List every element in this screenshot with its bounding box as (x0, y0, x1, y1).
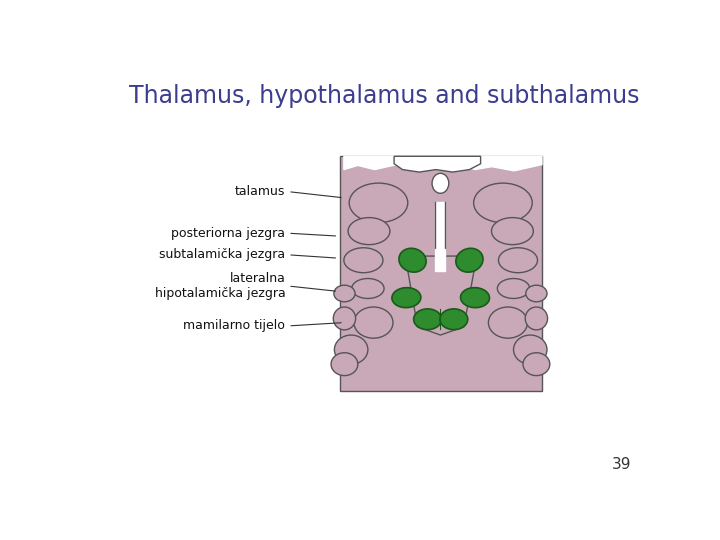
Ellipse shape (526, 285, 547, 302)
Ellipse shape (456, 248, 483, 272)
Text: mamilarno tijelo: mamilarno tijelo (184, 320, 285, 333)
Text: posteriorna jezgra: posteriorna jezgra (171, 227, 285, 240)
FancyBboxPatch shape (340, 156, 542, 391)
Text: talamus: talamus (235, 185, 285, 198)
Ellipse shape (432, 173, 449, 193)
Ellipse shape (461, 288, 490, 308)
Ellipse shape (334, 285, 355, 302)
Ellipse shape (488, 307, 528, 338)
Polygon shape (405, 256, 477, 335)
Ellipse shape (498, 279, 530, 299)
Text: subtalamička jezgra: subtalamička jezgra (159, 248, 285, 261)
Ellipse shape (348, 218, 390, 245)
Ellipse shape (392, 288, 421, 308)
Ellipse shape (492, 218, 534, 245)
Text: Thalamus, hypothalamus and subthalamus: Thalamus, hypothalamus and subthalamus (129, 84, 639, 107)
Ellipse shape (351, 279, 384, 299)
Ellipse shape (413, 309, 441, 329)
Polygon shape (344, 156, 542, 171)
Ellipse shape (526, 307, 548, 330)
Text: lateralna
hipotalamička jezgra: lateralna hipotalamička jezgra (155, 272, 285, 300)
Ellipse shape (513, 335, 547, 364)
Polygon shape (394, 156, 481, 172)
Polygon shape (436, 202, 446, 253)
Ellipse shape (334, 335, 368, 364)
Ellipse shape (440, 309, 468, 329)
Ellipse shape (399, 248, 426, 272)
Text: 39: 39 (612, 457, 631, 472)
Polygon shape (436, 248, 446, 271)
Ellipse shape (474, 183, 532, 222)
Ellipse shape (349, 183, 408, 222)
Ellipse shape (354, 307, 393, 338)
Ellipse shape (523, 353, 550, 376)
Ellipse shape (498, 248, 538, 273)
Ellipse shape (344, 248, 383, 273)
Ellipse shape (331, 353, 358, 376)
Ellipse shape (333, 307, 356, 330)
